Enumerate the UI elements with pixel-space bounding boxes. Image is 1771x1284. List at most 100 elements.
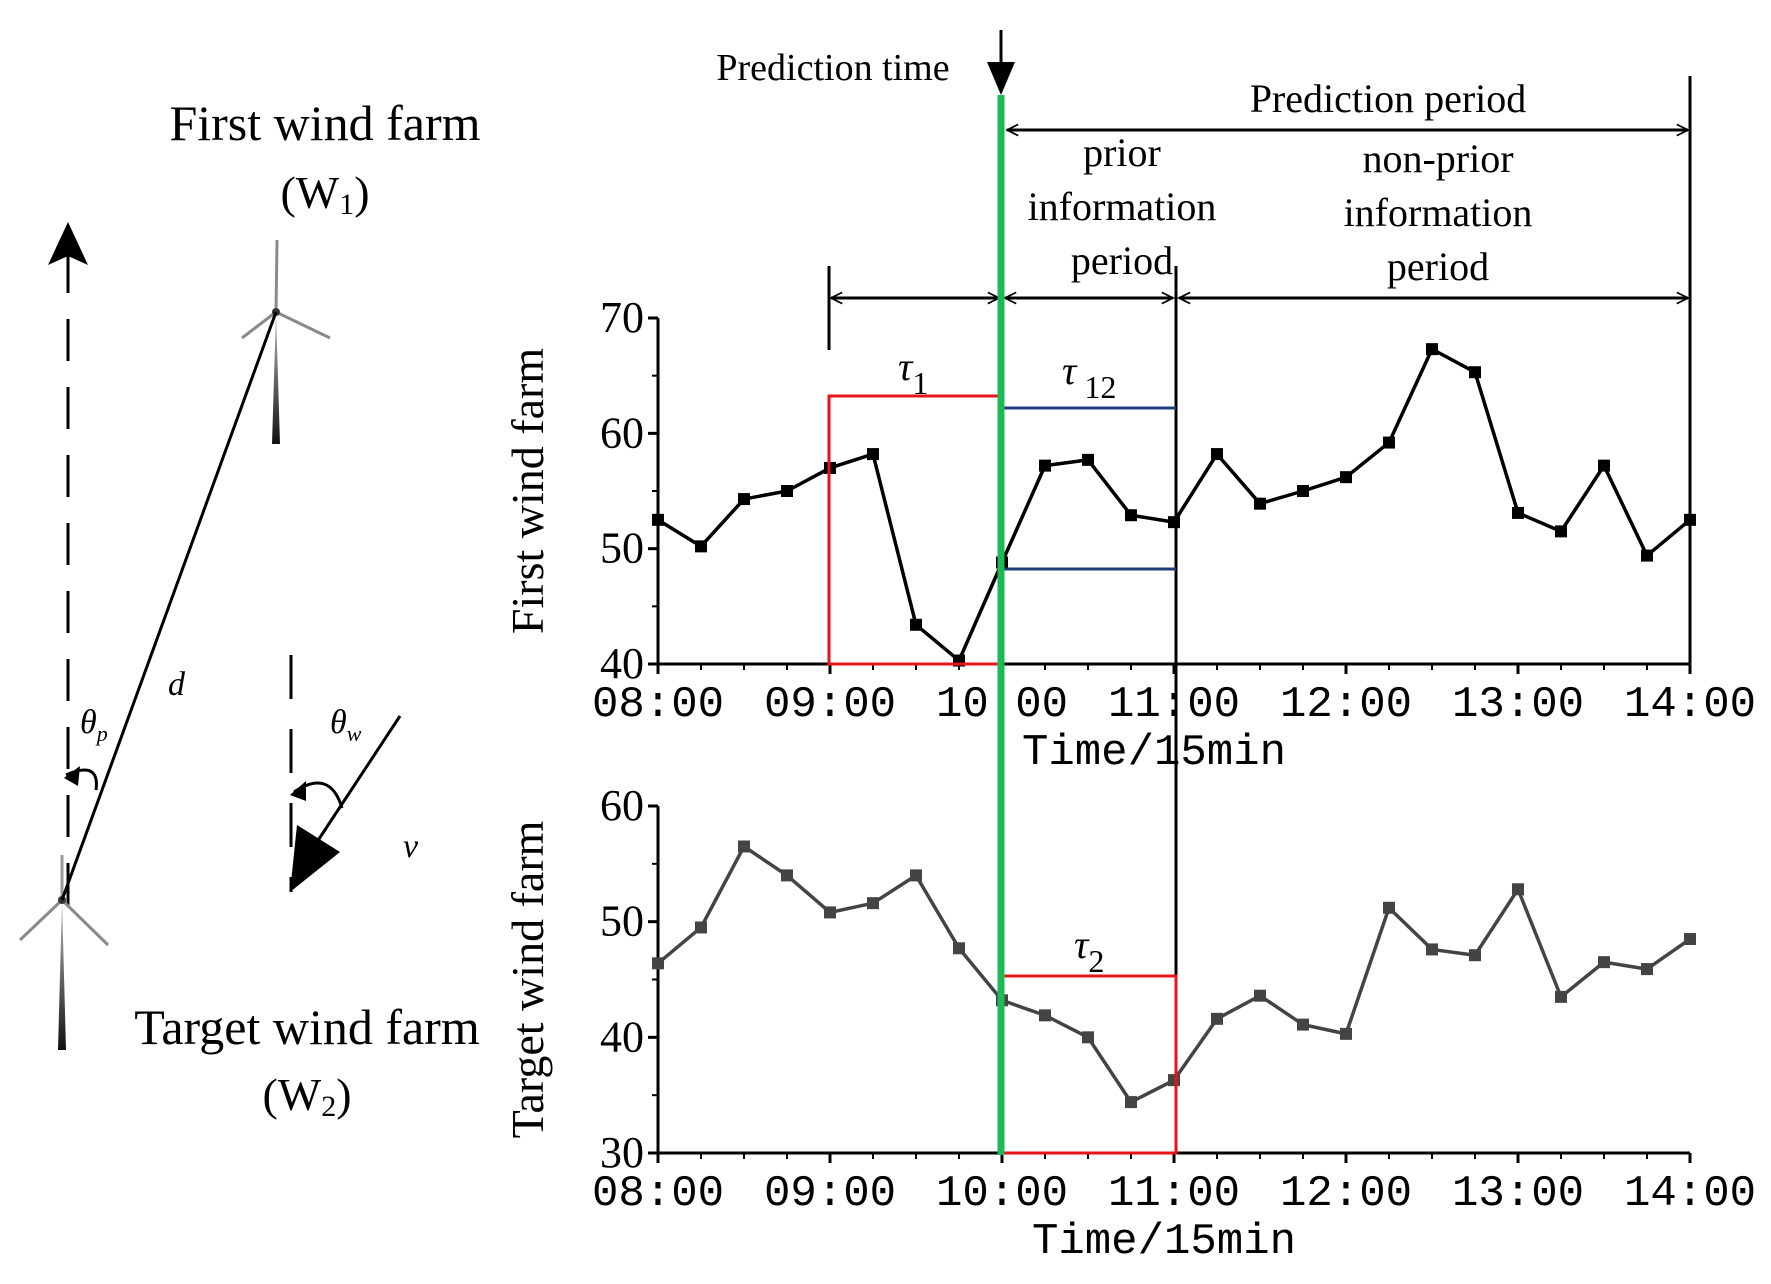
target-data-point [1082,1031,1094,1044]
theta-p-arrowhead-icon [64,766,80,786]
first-data-point [652,513,664,526]
first-farm-chart: 4050607008:0009:0010:0011:0012:0013:0014… [502,293,1756,778]
first-data-point [867,448,879,461]
first-data-point [1684,513,1696,526]
first-data-point [1555,525,1567,538]
nonprior-period-label-3: period [1387,244,1489,289]
first-series-line [657,347,1692,663]
target-data-point [695,921,707,934]
target-data-point [1512,883,1524,896]
target-data-point [1168,1074,1180,1087]
target-data-point [781,869,793,882]
first-data-point [1598,459,1610,472]
first-x-axis-label: Time/15min [1022,728,1286,778]
target-x-axis-label: Time/15min [1032,1217,1296,1267]
target-x-tick-label: 08:00 [592,1169,724,1219]
first-x-tick-label: 12:00 [1280,680,1412,730]
first-data-point [1512,506,1524,519]
target-y-tick-label: 40 [600,1012,644,1061]
target-data-point [1641,963,1653,976]
target-turbine-icon [18,855,110,1050]
first-turbine-icon [241,239,331,444]
north-arrow-icon [48,222,88,265]
target-data-point [1039,1009,1051,1022]
theta-w-arrowhead-icon [290,781,306,801]
tau12-label: τ 12 [1062,348,1116,405]
prediction-period-label: Prediction period [1250,76,1527,121]
first-x-tick-label: 08:00 [592,680,724,730]
target-data-point [1254,989,1266,1002]
wind-vector-arrow-icon [290,825,340,892]
period-annotations: Prediction time Prediction period prior … [716,30,1692,1154]
tau1-label: τ1 [898,344,928,401]
first-y-tick-label: 40 [600,639,644,688]
distance-label: d [168,666,186,703]
distance-line [60,311,278,901]
first-data-point [1383,436,1395,449]
target-data-point [910,869,922,882]
prediction-time-arrow-icon [987,62,1015,95]
target-data-point [1469,949,1481,962]
first-y-axis-label: First wind farm [502,348,553,634]
first-farm-label: (W1) [280,167,369,221]
nonprior-period-label-1: non-prior [1362,136,1513,181]
wind-farm-diagram: d θp θw v First wind farm (W1) Target wi… [18,95,481,1123]
target-y-axis-label: Target wind farm [502,820,553,1138]
target-y-tick-label: 50 [600,897,644,946]
first-data-point [1125,509,1137,522]
velocity-label: v [403,828,419,865]
target-x-tick-label: 09:00 [764,1169,896,1219]
nonprior-period-label-2: information [1344,190,1533,235]
prior-period-label-3: period [1071,238,1173,283]
prediction-time-label: Prediction time [716,47,949,89]
target-data-point [738,840,750,853]
target-x-tick-label: 13:00 [1452,1169,1584,1219]
first-data-point [1469,366,1481,379]
theta-w-label: θw [330,704,362,746]
first-data-point [1168,516,1180,529]
first-data-point [1254,497,1266,510]
prior-period-label-1: prior [1083,130,1161,175]
target-y-tick-label: 30 [600,1128,644,1177]
prior-period-label-2: information [1028,184,1217,229]
first-data-point [738,493,750,506]
target-y-tick-label: 60 [600,781,644,830]
target-data-point [1340,1027,1352,1040]
first-data-point [1641,549,1653,562]
target-x-tick-label: 10:00 [936,1169,1068,1219]
first-x-tick-label: 14:00 [1624,680,1756,730]
target-data-point [824,906,836,919]
theta-p-label: θp [80,704,108,746]
first-y-tick-label: 60 [600,408,644,457]
first-data-point [1340,471,1352,484]
first-x-tick-label: 09:00 [764,680,896,730]
target-x-tick-label: 12:00 [1280,1169,1412,1219]
target-farm-chart: 30 40 50 60 08:00 09:00 10:00 11:00 12:00 13:00 14… [502,781,1756,1267]
first-y-tick-label: 70 [600,293,644,342]
wind-vector-line [313,715,402,846]
first-data-point [1426,343,1438,356]
target-farm-label: (W2) [262,1069,351,1123]
target-data-point [1684,933,1696,946]
first-farm-name: First wind farm [169,95,480,151]
first-x-tick-label: 13:00 [1452,680,1584,730]
target-data-point [1383,901,1395,914]
tau2-window-box [999,974,1178,1155]
target-x-tick-label: 14:00 [1624,1169,1756,1219]
first-data-point [1211,448,1223,461]
target-farm-name: Target wind farm [134,999,480,1055]
target-data-point [1211,1012,1223,1025]
first-data-point [1039,459,1051,472]
first-x-tick-label: 11:00 [1108,680,1240,730]
tau2-label: τ2 [1074,922,1104,979]
target-data-point [1125,1096,1137,1109]
target-data-point [953,942,965,955]
target-data-point [1598,956,1610,969]
target-data-point [652,957,664,970]
target-data-point [1297,1018,1309,1031]
target-data-point [1555,990,1567,1003]
target-data-point [867,897,879,910]
target-x-tick-label: 11:00 [1108,1169,1240,1219]
target-data-point [1426,943,1438,956]
